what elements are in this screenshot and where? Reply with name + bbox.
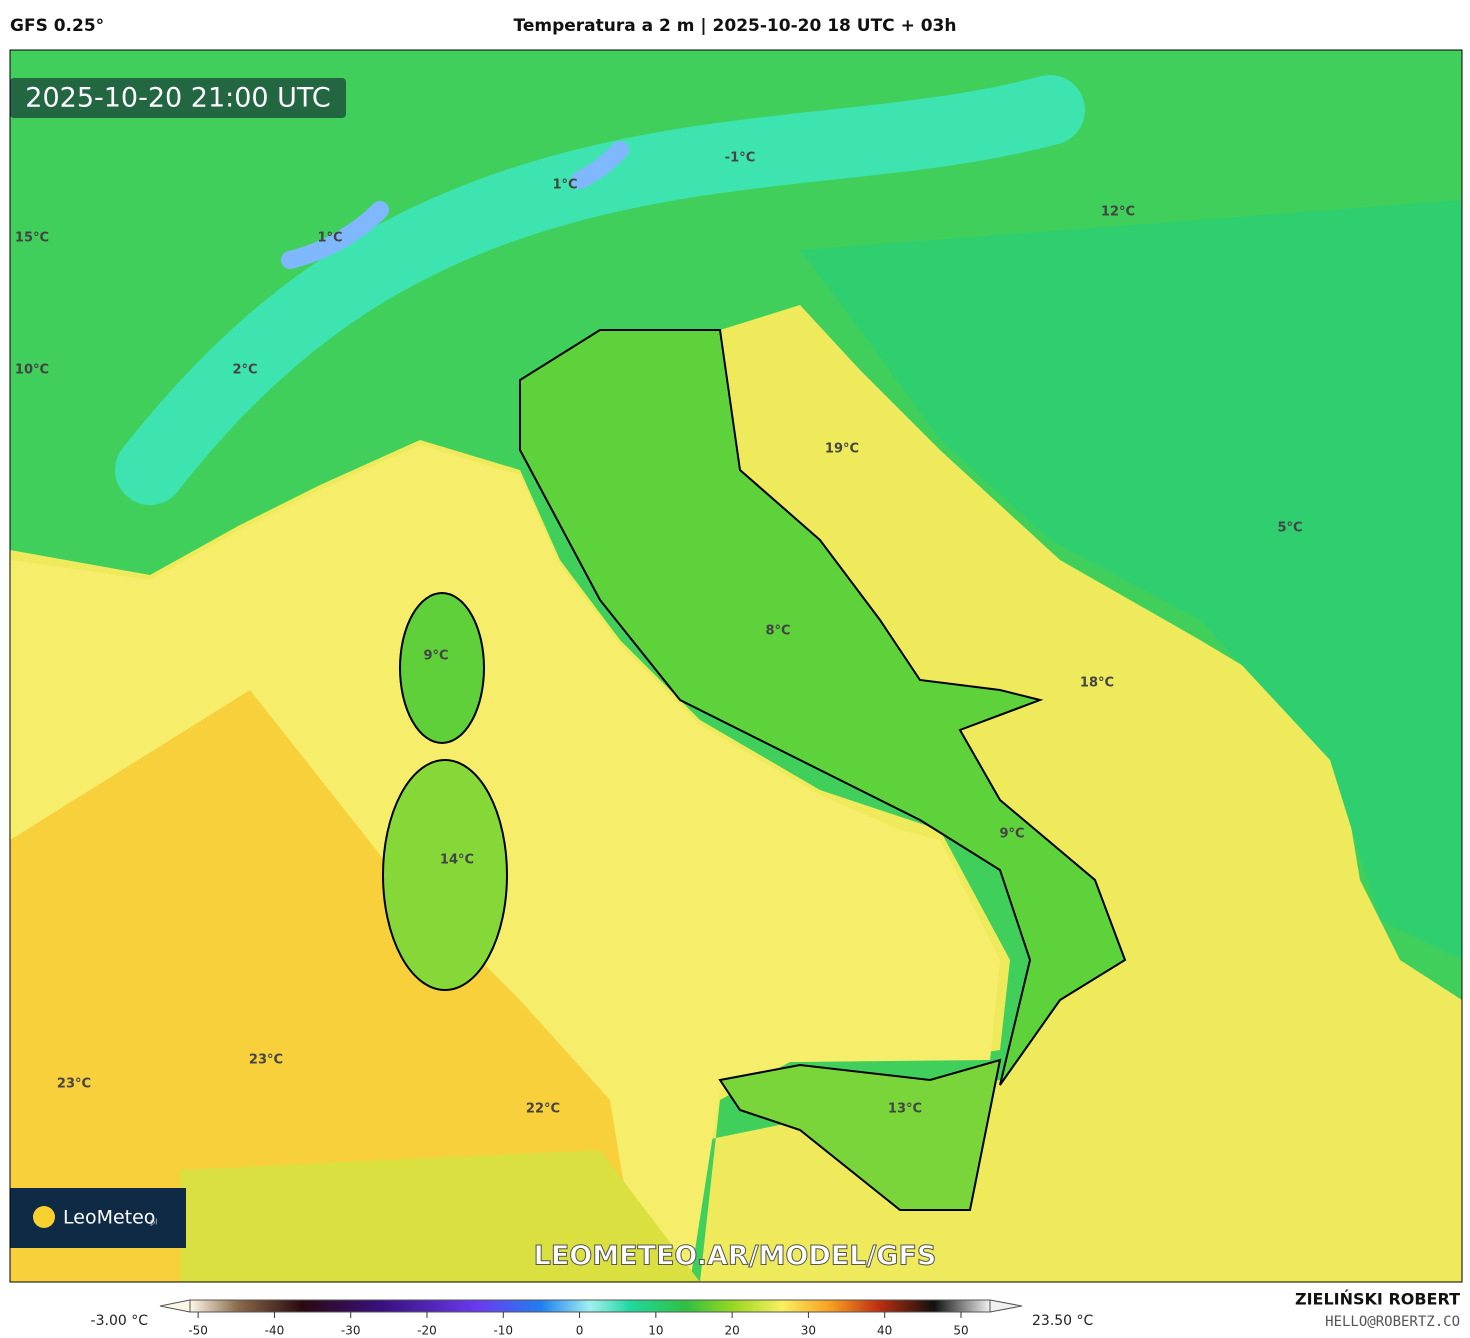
sicily (718, 1058, 1002, 1211)
temperature-label: 2°C (232, 363, 257, 378)
logo-name: LeoMeteo (63, 1207, 155, 1229)
colorbar-tick-label: 10 (648, 1324, 663, 1338)
colorbar-tick-label: 0 (576, 1324, 584, 1338)
temperature-label: 1°C (552, 178, 577, 193)
alps-coldest (281, 141, 629, 269)
colorbar-tick-label: -40 (265, 1324, 285, 1338)
africa (180, 1150, 700, 1282)
temperature-label: 9°C (999, 827, 1024, 842)
author: ZIELIŃSKI ROBERT (1295, 1290, 1460, 1309)
colorbar-tick-label: 50 (953, 1324, 968, 1338)
logo-suffix: pl (150, 1218, 157, 1227)
logo-sun (33, 1206, 55, 1228)
warm-sea (10, 690, 640, 1282)
sardinia (382, 759, 508, 991)
map: 2025-10-20 21:00 UTC -1°C 1°C 1°C 12°C 15°C 1… (10, 50, 1462, 1282)
temperature-label: 23°C (249, 1053, 283, 1068)
temperature-label: 15°C (15, 231, 49, 246)
temperature-label: 10°C (15, 363, 49, 378)
model-name: GFS 0.25° (10, 16, 104, 36)
temperature-label: 9°C (423, 649, 448, 664)
colorbar-high-arrow (989, 1299, 1023, 1313)
map-frame (9, 49, 1463, 1283)
colorbar-tick-label: -30 (341, 1324, 361, 1338)
valid-time: 2025-10-20 21:00 UTC (25, 83, 330, 114)
colorbar-tick-label: 30 (801, 1324, 816, 1338)
temperature-label: 18°C (1080, 676, 1114, 691)
temperature-label: 12°C (1101, 205, 1135, 220)
corsica (399, 592, 485, 744)
colorbar-low-arrow (159, 1299, 191, 1313)
temperature-label: -1°C (725, 151, 755, 166)
temperature-label: 1°C (317, 231, 342, 246)
temperature-label: 5°C (1277, 521, 1302, 536)
map-title: Temperatura a 2 m | 2025-10-20 18 UTC + … (514, 16, 957, 36)
temperature-label: 19°C (825, 442, 859, 457)
watermark: LEOMETEO.AR/MODEL/GFS (534, 1241, 937, 1272)
temperature-label: 13°C (888, 1102, 922, 1117)
colorbar-tick-label: -50 (188, 1324, 208, 1338)
balkans (800, 200, 1462, 960)
colorbar-tick-label: -20 (417, 1324, 437, 1338)
temperature-labels: -1°C 1°C 1°C 12°C 15°C 10°C 2°C 19°C 5°C 8°C 9°C 18… (15, 151, 1303, 1117)
contact: HELLO@ROBERTZ.CO (1325, 1314, 1460, 1330)
colorbar-gradient (189, 1299, 991, 1313)
temperature-label: 14°C (440, 853, 474, 868)
colorbar-tick-label: 20 (724, 1324, 739, 1338)
temperature-label: 22°C (526, 1102, 560, 1117)
temperature-label: 23°C (57, 1077, 91, 1092)
colorbar-tick-label: 40 (877, 1324, 892, 1338)
colorbar: -50 -40 -30 -20 -10 0 10 20 30 40 50 (159, 1299, 1023, 1338)
italy (519, 329, 1127, 1086)
alps-cold (115, 75, 1085, 505)
colorbar-tick-label: -10 (493, 1324, 513, 1338)
temperature-label: 8°C (765, 624, 790, 639)
colorbar-max: 23.50 °C (1032, 1313, 1094, 1329)
time-box (10, 78, 346, 118)
colorbar-min: -3.00 °C (91, 1313, 149, 1329)
